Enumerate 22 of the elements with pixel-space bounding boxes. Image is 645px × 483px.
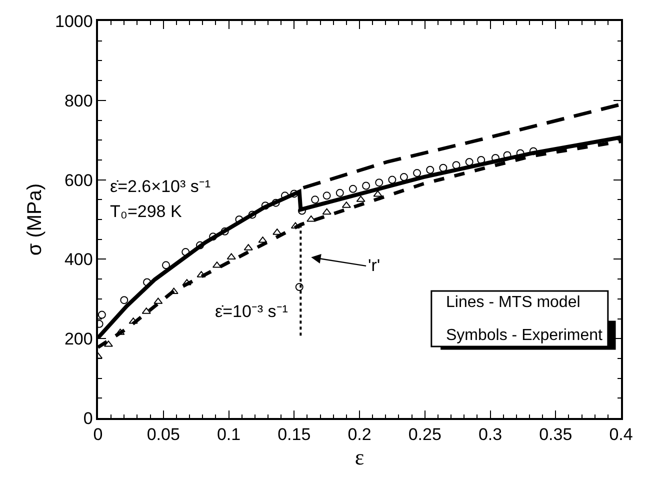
annotation: T₀=298 K bbox=[110, 202, 182, 221]
annotation: Lines - MTS model bbox=[446, 294, 580, 311]
y-tick-label: 200 bbox=[64, 330, 93, 349]
y-tick-label: 400 bbox=[64, 250, 93, 270]
y-tick-label: 800 bbox=[64, 91, 93, 110]
x-tick-label: 0.25 bbox=[408, 425, 442, 444]
annotation: ε̇=10⁻³ s⁻¹ bbox=[215, 302, 288, 321]
y-tick-label: 0 bbox=[83, 408, 93, 428]
y-axis-title: σ (MPa) bbox=[24, 183, 46, 256]
annotation: Symbols - Experiment bbox=[446, 327, 604, 344]
annotation: ε̇=2.6×10³ s⁻¹ bbox=[110, 177, 211, 196]
y-tick-label: 1000 bbox=[55, 12, 93, 31]
x-tick-label: 0.15 bbox=[278, 425, 311, 444]
x-tick-label: 0.4 bbox=[609, 425, 633, 444]
x-tick-label: 0.05 bbox=[146, 425, 180, 444]
x-tick-label: 0.1 bbox=[216, 425, 241, 444]
x-tick-label: 0.3 bbox=[478, 425, 502, 444]
x-tick-label: 0.2 bbox=[348, 425, 372, 444]
x-axis-title: ε bbox=[354, 444, 364, 470]
x-tick-label: 0.35 bbox=[539, 425, 572, 444]
annotation: 'r' bbox=[368, 256, 380, 275]
y-tick-label: 600 bbox=[64, 170, 93, 190]
